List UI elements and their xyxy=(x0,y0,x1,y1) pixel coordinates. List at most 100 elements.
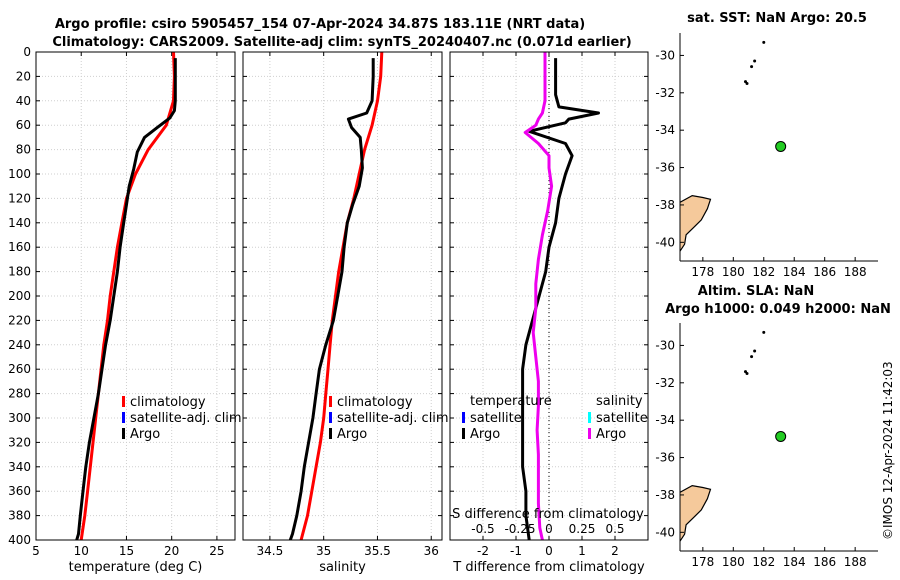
ytick-label-depth: 40 xyxy=(16,94,31,108)
ytick-label-depth: 240 xyxy=(8,338,31,352)
legend-swatch xyxy=(329,396,332,407)
map-xtick-label: 188 xyxy=(844,265,867,279)
xtick-label: 0 xyxy=(545,544,553,558)
xtick2-label: 0.25 xyxy=(569,522,596,536)
xtick-label: 15 xyxy=(119,544,134,558)
xlabel-difference: T difference from climatology xyxy=(452,560,645,575)
ytick-label-depth: 380 xyxy=(8,509,31,523)
axes-frame xyxy=(242,51,443,541)
xtick2-label: 0.5 xyxy=(605,522,624,536)
panel-difference: -2 -1 0 1 2 T difference from climatology temp… xyxy=(449,51,649,575)
ytick-label-depth: 120 xyxy=(8,191,31,205)
xtick-label: 2 xyxy=(611,544,619,558)
map-xtick-label: 184 xyxy=(783,555,806,569)
ytick-label-depth: 320 xyxy=(8,435,31,449)
map-xtick-label: 178 xyxy=(691,555,714,569)
legend-label: climatology xyxy=(130,395,206,410)
map-ytick-label: -40 xyxy=(655,235,675,249)
ytick-label-depth: 360 xyxy=(8,484,31,498)
ytick-label-depth: 20 xyxy=(16,69,31,83)
land-polygon xyxy=(680,484,712,543)
legend-label: Argo xyxy=(130,427,160,442)
map-ytick-label: -40 xyxy=(655,525,675,539)
legend-label: Argo xyxy=(470,427,500,442)
map-sst-title: sat. SST: NaN Argo: 20.5 xyxy=(687,11,867,26)
map-ytick-label: -30 xyxy=(655,48,675,62)
map-xtick-label: 182 xyxy=(752,555,775,569)
axes-frame xyxy=(35,51,236,541)
map-xtick-label: 178 xyxy=(691,265,714,279)
ytick-label-depth: 280 xyxy=(8,387,31,401)
xtick-label: 34.5 xyxy=(257,544,284,558)
island-dot xyxy=(745,81,749,85)
map-xtick-label: 188 xyxy=(844,555,867,569)
series-line-climatology xyxy=(299,51,384,541)
map-xtick-label: 182 xyxy=(752,265,775,279)
axes-frame xyxy=(449,51,649,541)
legend-swatch xyxy=(588,412,591,423)
island-dot xyxy=(750,355,754,359)
map-ytick-label: -30 xyxy=(655,338,675,352)
legend-label: satellite-adj. clim xyxy=(130,411,242,426)
xtick-label: -2 xyxy=(477,544,489,558)
xtick-label: 20 xyxy=(164,544,179,558)
legend-swatch xyxy=(122,396,125,407)
ytick-label-depth: 100 xyxy=(8,167,31,181)
figure-title-line1: Argo profile: csiro 5905457_154 07-Apr-2… xyxy=(55,17,585,32)
map-ytick-label: -36 xyxy=(655,451,675,465)
ytick-label-depth: 300 xyxy=(8,411,31,425)
xlabel2-salinity-diff: S difference from climatology xyxy=(452,507,644,522)
legend-label: climatology xyxy=(337,395,413,410)
legend-label: satellite xyxy=(470,411,522,426)
xlabel-temperature: temperature (deg C) xyxy=(69,560,203,575)
ytick-label-depth: 400 xyxy=(8,533,31,547)
xtick-label: 1 xyxy=(578,544,586,558)
island-dot xyxy=(753,349,757,353)
series-line-climatology xyxy=(79,51,176,541)
ytick-label-depth: 160 xyxy=(8,240,31,254)
ytick-label-depth: 180 xyxy=(8,265,31,279)
series-line-argo xyxy=(75,58,177,541)
xtick2-label: 0 xyxy=(545,522,553,536)
map-ytick-label: -38 xyxy=(655,198,675,212)
ytick-label-depth: 340 xyxy=(8,460,31,474)
imos-watermark: ©IMOS 12-Apr-2024 11:42:03 xyxy=(881,361,895,540)
xtick-label: -1 xyxy=(510,544,522,558)
xtick-label: 25 xyxy=(209,544,224,558)
map-ytick-label: -38 xyxy=(655,488,675,502)
map-xtick-label: 180 xyxy=(722,555,745,569)
series-line-argo xyxy=(288,58,375,541)
legend-title-temperature: temperature xyxy=(470,394,552,409)
map-ytick-label: -36 xyxy=(655,161,675,175)
ytick-label-depth: 220 xyxy=(8,313,31,327)
xtick2-label: -0.25 xyxy=(504,522,535,536)
panel-temperature: 0 20 40 60 80 100 120 140 160 180 200 220 240 260 280 3… xyxy=(8,45,242,575)
map-xtick-label: 184 xyxy=(783,265,806,279)
map-xtick-label: 180 xyxy=(722,265,745,279)
legend-swatch xyxy=(329,412,332,423)
island-dot xyxy=(753,59,757,63)
ytick-label-depth: 260 xyxy=(8,362,31,376)
float-position-marker xyxy=(775,140,787,152)
map-map_sla: -30 -32 -34 -36 -38 -40 178 180 182 184 186 188 xyxy=(655,323,878,569)
map-sla-title-line2: Argo h1000: 0.049 h2000: NaN xyxy=(665,302,891,317)
legend-swatch xyxy=(122,428,125,439)
legend-label: Argo xyxy=(337,427,367,442)
plot-area: 0204060801001201401601802002202402602803… xyxy=(8,11,891,575)
ytick-label-depth: 0 xyxy=(23,45,31,59)
legend-swatch xyxy=(588,428,591,439)
legend-label: Argo xyxy=(596,427,626,442)
island-dot xyxy=(762,330,766,334)
legend-swatch xyxy=(329,428,332,439)
legend-swatch xyxy=(462,428,465,439)
ytick-label-depth: 140 xyxy=(8,216,31,230)
legend-label: satellite-adj. clim xyxy=(337,411,449,426)
xtick-label: 10 xyxy=(74,544,89,558)
xtick-label: 35 xyxy=(316,544,331,558)
island-dot xyxy=(745,371,749,375)
xtick-label: 35.5 xyxy=(364,544,391,558)
float-position-marker xyxy=(775,430,787,442)
legend-swatch xyxy=(122,412,125,423)
xtick-label: 5 xyxy=(32,544,40,558)
